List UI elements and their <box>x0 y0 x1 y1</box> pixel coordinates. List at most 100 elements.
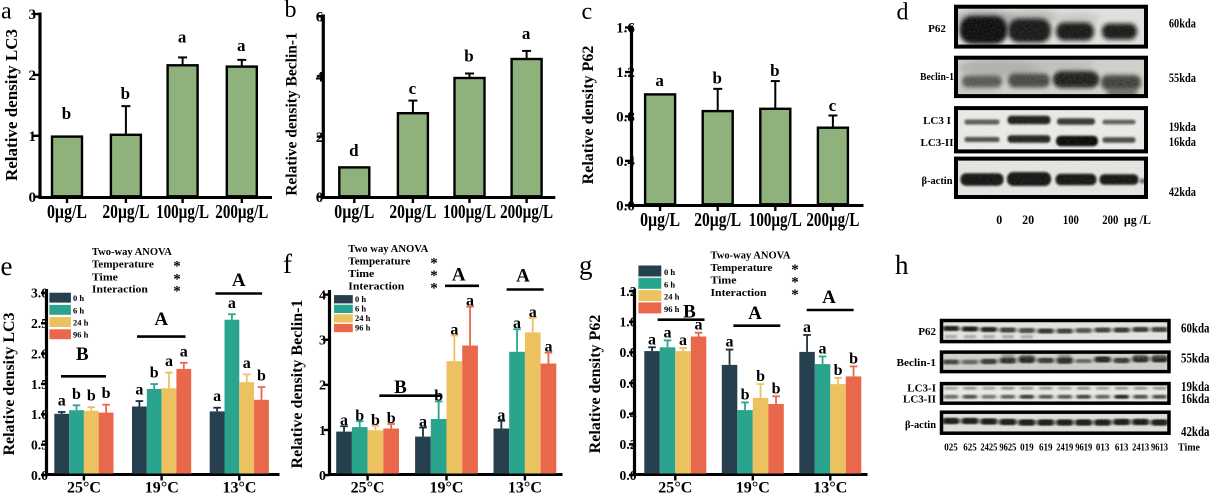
svg-text:*: * <box>791 262 799 278</box>
svg-text:a: a <box>237 36 246 55</box>
svg-text:9619: 9619 <box>1075 442 1092 454</box>
svg-text:LC3 I: LC3 I <box>923 115 951 127</box>
svg-text:19kda: 19kda <box>1181 379 1210 394</box>
svg-text:2: 2 <box>28 68 36 84</box>
svg-text:0.8: 0.8 <box>620 346 637 361</box>
svg-text:6 h: 6 h <box>664 279 675 289</box>
svg-text:Time: Time <box>348 269 374 280</box>
svg-text:a: a <box>340 412 348 429</box>
svg-text:60kda: 60kda <box>1169 16 1196 31</box>
svg-text:Relative density Beclin-1: Relative density Beclin-1 <box>289 300 306 469</box>
svg-text:625: 625 <box>963 442 977 454</box>
svg-text:0.0: 0.0 <box>620 469 637 484</box>
svg-text:0.0: 0.0 <box>616 199 635 215</box>
svg-text:b: b <box>371 412 380 429</box>
svg-text:16kda: 16kda <box>1181 391 1210 406</box>
svg-text:a: a <box>58 392 66 409</box>
svg-text:a: a <box>1 0 12 25</box>
svg-text:Relative density P62: Relative density P62 <box>587 315 604 454</box>
svg-text:b: b <box>62 104 71 123</box>
svg-text:µg /L: µg /L <box>1124 212 1151 227</box>
svg-text:P62: P62 <box>918 326 936 338</box>
svg-text:*: * <box>173 271 181 287</box>
svg-text:Two way ANOVA: Two way ANOVA <box>348 244 428 255</box>
svg-text:Temperature: Temperature <box>92 260 154 271</box>
svg-text:a: a <box>726 334 734 351</box>
svg-text:0µg/L: 0µg/L <box>640 209 680 231</box>
svg-text:Interaction: Interaction <box>711 288 767 299</box>
svg-text:19kda: 19kda <box>1169 119 1196 134</box>
svg-text:24 h: 24 h <box>73 318 89 328</box>
svg-text:0.5: 0.5 <box>31 438 48 453</box>
svg-text:β-actin: β-actin <box>905 419 936 431</box>
svg-text:b: b <box>772 380 781 397</box>
svg-text:55kda: 55kda <box>1181 351 1210 366</box>
svg-text:16kda: 16kda <box>1169 134 1196 149</box>
svg-text:13°C: 13°C <box>223 480 257 497</box>
svg-text:a: a <box>664 324 672 341</box>
svg-text:b: b <box>102 385 111 402</box>
svg-text:0 h: 0 h <box>664 267 675 277</box>
svg-text:0: 0 <box>996 212 1002 227</box>
svg-text:a: a <box>180 343 188 360</box>
svg-text:24 h: 24 h <box>664 292 680 302</box>
svg-text:2413: 2413 <box>1132 442 1149 454</box>
svg-text:100µg/L: 100µg/L <box>156 201 209 223</box>
svg-text:LC3-II: LC3-II <box>903 394 936 406</box>
svg-text:Temperature: Temperature <box>348 257 410 268</box>
svg-text:LC3-II: LC3-II <box>920 137 953 149</box>
svg-text:1.6: 1.6 <box>616 21 635 37</box>
svg-text:25°C: 25°C <box>658 480 692 497</box>
svg-text:β-actin: β-actin <box>922 175 953 187</box>
svg-text:a: a <box>655 71 664 90</box>
svg-text:6 h: 6 h <box>73 305 84 315</box>
svg-text:A: A <box>748 303 762 324</box>
svg-text:24 h: 24 h <box>355 313 371 323</box>
svg-text:0.6: 0.6 <box>620 377 637 392</box>
svg-text:619: 619 <box>1039 442 1053 454</box>
svg-text:*: * <box>791 275 799 291</box>
svg-text:f: f <box>283 249 292 279</box>
svg-text:b: b <box>834 362 843 379</box>
svg-text:b: b <box>355 407 364 424</box>
svg-text:0.4: 0.4 <box>616 154 635 170</box>
svg-text:b: b <box>257 368 266 385</box>
svg-text:200µg/L: 200µg/L <box>806 209 859 231</box>
svg-text:Beclin-1: Beclin-1 <box>897 357 937 369</box>
svg-text:b: b <box>741 386 750 403</box>
svg-text:a: a <box>497 407 505 424</box>
svg-text:A: A <box>452 265 466 286</box>
svg-text:0.0: 0.0 <box>31 469 48 484</box>
svg-text:25°C: 25°C <box>67 480 101 497</box>
svg-text:0: 0 <box>28 190 36 206</box>
svg-text:Time: Time <box>92 272 118 283</box>
svg-text:0: 0 <box>316 190 324 206</box>
svg-text:Temperature: Temperature <box>711 263 773 274</box>
svg-text:*: * <box>173 284 181 300</box>
svg-text:Time: Time <box>711 276 737 287</box>
svg-text:c: c <box>582 0 593 25</box>
svg-text:0µg/L: 0µg/L <box>47 201 87 223</box>
svg-text:19°C: 19°C <box>145 480 179 497</box>
svg-text:Interaction: Interaction <box>348 282 404 293</box>
svg-text:a: a <box>513 315 521 332</box>
svg-text:B: B <box>394 377 407 398</box>
svg-text:a: a <box>135 382 143 399</box>
svg-text:1.5: 1.5 <box>31 378 48 393</box>
svg-text:2.5: 2.5 <box>31 317 48 332</box>
svg-text:A: A <box>516 266 530 287</box>
svg-text:20µg/L: 20µg/L <box>102 201 149 223</box>
svg-text:200µg/L: 200µg/L <box>215 201 268 223</box>
svg-text:0.2: 0.2 <box>620 438 637 453</box>
svg-text:9625: 9625 <box>999 442 1016 454</box>
svg-text:0 h: 0 h <box>73 293 84 303</box>
svg-text:96 h: 96 h <box>73 330 89 340</box>
svg-text:a: a <box>466 293 474 310</box>
svg-text:1: 1 <box>28 129 36 145</box>
svg-text:h: h <box>895 250 909 280</box>
svg-text:LC3-I: LC3-I <box>907 383 936 395</box>
svg-text:0.8: 0.8 <box>616 110 635 126</box>
svg-text:1: 1 <box>319 424 326 439</box>
svg-text:20: 20 <box>1022 212 1034 227</box>
svg-text:b: b <box>87 388 96 405</box>
